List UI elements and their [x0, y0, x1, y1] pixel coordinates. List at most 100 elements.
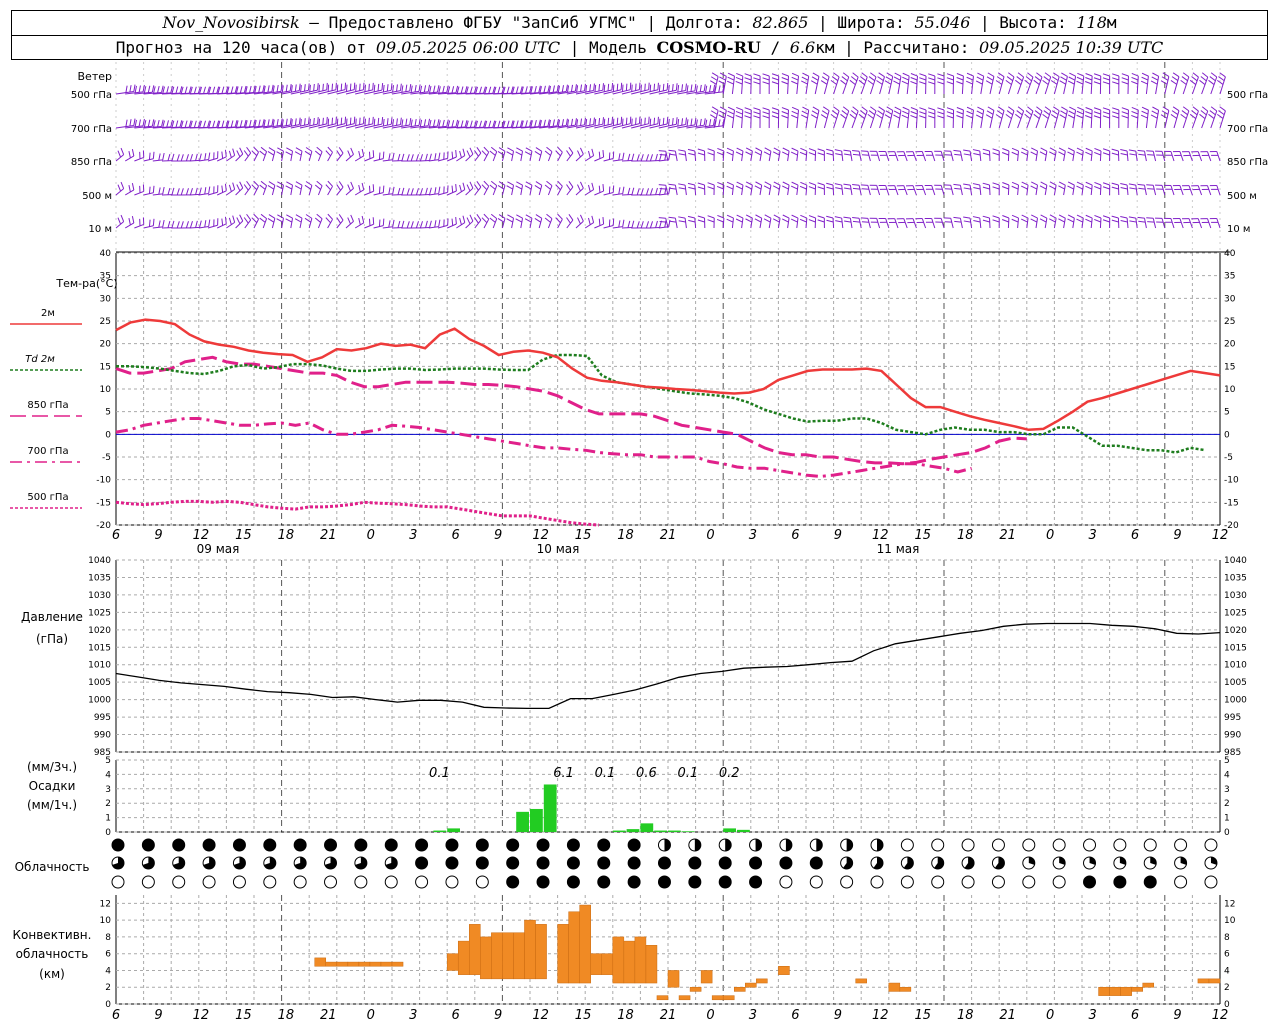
- conv-cloud-bar: [1197, 978, 1210, 984]
- wind-barb-feather: [963, 216, 971, 219]
- wind-barb-feather: [852, 187, 860, 190]
- wind-barb-shaft: [557, 185, 563, 196]
- pressure-tick-label: 1005: [88, 678, 111, 688]
- wind-barb-feather: [1040, 147, 1048, 152]
- wind-barb-feather: [834, 183, 842, 186]
- wind-barb-feather: [579, 147, 584, 155]
- wind-barb-feather: [290, 119, 293, 127]
- wind-barb-shaft: [456, 155, 466, 162]
- cloud-cover-circle: [718, 856, 732, 870]
- wind-barb-shaft: [885, 218, 890, 229]
- wind-barb-shaft: [272, 124, 291, 129]
- wind-barb-feather: [764, 181, 772, 186]
- wind-barb-feather: [1102, 81, 1110, 85]
- temp-tick-label-right: 35: [1224, 272, 1235, 282]
- wind-barb-feather: [1036, 72, 1043, 78]
- wind-barb-feather: [910, 115, 918, 119]
- wind-barb-shaft: [198, 192, 209, 196]
- wind-barb-feather: [481, 217, 488, 224]
- wind-barb-feather: [808, 186, 816, 190]
- wind-barb-feather: [162, 152, 165, 160]
- wind-barb-feather: [469, 120, 473, 128]
- wind-barb-feather: [460, 86, 464, 94]
- wind-barb-shaft: [1044, 76, 1052, 95]
- temp-x-tick: 12: [193, 528, 210, 543]
- wind-barb-feather: [735, 114, 743, 119]
- cloud-cover-circle: [718, 875, 732, 889]
- wind-barb-shaft: [1206, 218, 1212, 229]
- wind-barb-feather: [455, 216, 457, 225]
- wind-barb-shaft: [658, 159, 669, 162]
- wind-barb-feather: [867, 79, 874, 85]
- wind-barb-feather: [833, 72, 840, 78]
- precip-bar: [612, 830, 626, 832]
- wind-barb-feather: [535, 214, 543, 219]
- wind-barb-feather: [419, 119, 423, 127]
- wind-barb-feather: [1192, 106, 1199, 112]
- wind-barb-shaft: [253, 218, 260, 229]
- cloud-cover-circle: [749, 875, 763, 889]
- wind-barb-feather: [976, 76, 984, 81]
- wind-barb-feather: [474, 217, 479, 224]
- wind-barb-feather: [884, 80, 892, 85]
- wind-barb-shaft: [1017, 184, 1020, 196]
- wind-barb-shaft: [649, 123, 668, 129]
- wind-barb-feather: [771, 115, 779, 119]
- wind-barb-feather: [736, 181, 744, 186]
- wind-barb-feather: [1120, 186, 1128, 190]
- wind-barb-shaft: [851, 110, 859, 129]
- cloud-cover-circle: [111, 838, 125, 852]
- pressure-tick-label: 1010: [88, 661, 111, 671]
- wind-barb-shaft: [428, 91, 447, 95]
- pressure-tick-label-right: 1035: [1224, 573, 1247, 583]
- wind-barb-shaft: [665, 185, 669, 196]
- wind-barb-shaft: [456, 189, 466, 196]
- cloud-cover-sector: [142, 856, 155, 869]
- temp-x-tick: 18: [278, 528, 295, 543]
- wind-barb-shaft: [271, 185, 276, 196]
- wind-barb-feather: [1040, 181, 1048, 186]
- wind-barb-feather: [377, 83, 380, 91]
- cloud-cover-circle: [1022, 875, 1036, 889]
- wind-barb-shaft: [263, 90, 282, 95]
- wind-barb-feather: [171, 86, 175, 94]
- cloud-cover-sector: [964, 857, 975, 869]
- wind-barb-feather: [185, 221, 189, 229]
- wind-barb-feather: [697, 215, 705, 219]
- wind-barb-feather: [497, 120, 501, 128]
- wind-barb-shaft: [849, 218, 853, 229]
- wind-barbs: [115, 72, 1226, 229]
- wind-barb-feather: [1069, 72, 1076, 77]
- conv-cloud-bar: [502, 932, 514, 980]
- wind-barb-feather: [1210, 106, 1218, 112]
- wind-barb-feather: [937, 111, 945, 115]
- pressure-tick-label-right: 1010: [1224, 661, 1247, 671]
- wind-barb-shaft: [272, 90, 291, 95]
- wind-barb-feather: [589, 84, 592, 92]
- wind-barb-shaft: [253, 125, 272, 129]
- wind-barb-feather: [382, 151, 385, 159]
- wind-barb-feather: [707, 152, 715, 156]
- wind-barb-feather: [358, 184, 361, 192]
- wind-barb-feather: [386, 84, 389, 92]
- wind-barb-feather: [197, 86, 201, 94]
- wind-barb-shaft: [465, 220, 474, 229]
- wind-barb-feather: [207, 120, 210, 128]
- wind-barb-feather: [131, 183, 135, 191]
- wind-barb-shaft: [667, 90, 686, 95]
- wind-barb-feather: [401, 153, 405, 161]
- cloud-cover-circle: [566, 838, 580, 852]
- wind-barb-feather: [707, 182, 715, 186]
- wind-barb-feather: [359, 83, 361, 91]
- wind-barb-shaft: [621, 123, 640, 129]
- wind-barb-feather: [225, 86, 229, 94]
- wind-barb-feather: [466, 184, 471, 192]
- wind-barb-feather: [1141, 76, 1149, 81]
- wind-barb-shaft: [612, 89, 631, 95]
- cloud-cover-circle: [263, 875, 277, 889]
- wind-barb-feather: [602, 117, 604, 125]
- wind-barb-feather: [566, 119, 570, 127]
- cloud-cover-sector: [994, 857, 1005, 869]
- wind-barb-feather: [464, 120, 468, 128]
- wind-barb-shaft: [308, 185, 313, 196]
